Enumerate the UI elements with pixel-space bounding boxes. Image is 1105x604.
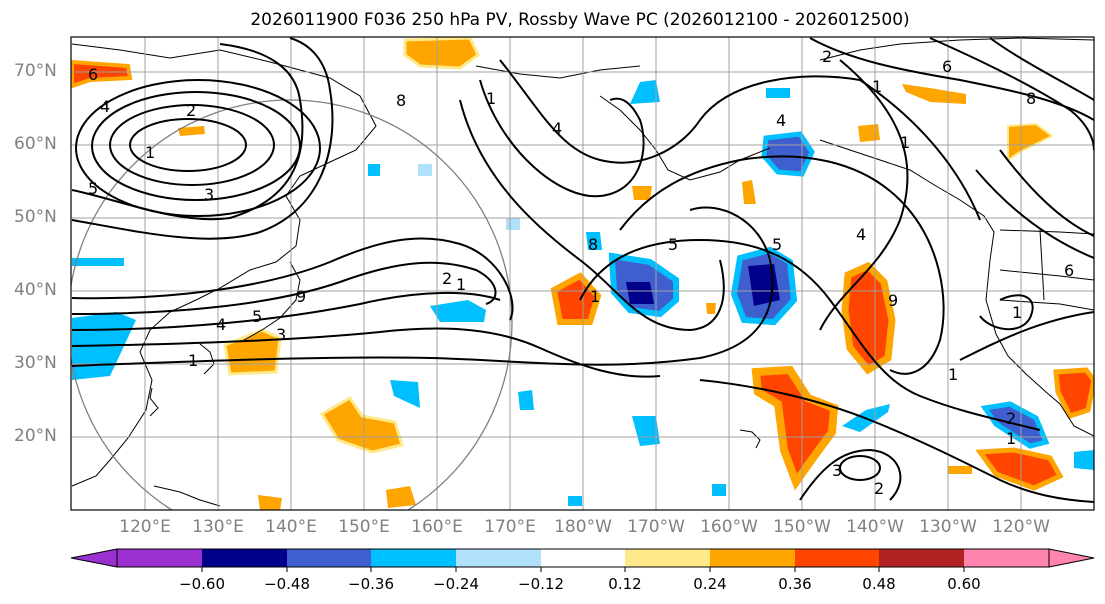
lon-label: 180°W <box>554 517 612 537</box>
contour-label: 2 <box>874 479 884 498</box>
contour-label: 1 <box>900 133 910 152</box>
contour-label: 1 <box>590 287 600 306</box>
colorbar-segment <box>879 549 964 567</box>
lon-label: 120°W <box>992 517 1050 537</box>
contour-label: 1 <box>872 77 882 96</box>
colorbar-outline <box>116 548 1050 568</box>
lon-label: 170°W <box>627 517 685 537</box>
lon-label: 130°E <box>192 517 244 537</box>
lat-label-30n: 30°N <box>14 353 57 373</box>
contour-label: 3 <box>832 461 842 480</box>
lon-label: 150°E <box>338 517 390 537</box>
positive-anomaly-shading <box>71 37 1094 510</box>
lon-label: 130°W <box>919 517 977 537</box>
lon-label: 170°E <box>484 517 536 537</box>
contour-label: 9 <box>888 291 898 310</box>
coastlines <box>71 37 1094 507</box>
colorbar-segment <box>541 549 625 567</box>
colorbar-segment <box>117 549 202 567</box>
contour-label: 5 <box>88 179 98 198</box>
colorbar-tick-label: 0.48 <box>862 575 896 593</box>
colorbar-tick-label: −0.12 <box>518 575 564 593</box>
contour-label: 4 <box>776 111 786 130</box>
contour-label: 8 <box>1026 89 1036 108</box>
contour-label: 3 <box>204 185 214 204</box>
colorbar-tick-label: 0.24 <box>693 575 727 593</box>
colorbar-extend-min <box>70 548 118 568</box>
contour-label: 1 <box>1006 429 1016 448</box>
lon-label: 140°E <box>265 517 317 537</box>
colorbar-segment <box>710 549 795 567</box>
lat-label-70n: 70°N <box>14 61 57 81</box>
contour-label: 5 <box>772 235 782 254</box>
colorbar-extend-max <box>1048 548 1095 568</box>
contour-label: 5 <box>252 307 262 326</box>
contour-label: 6 <box>942 57 952 76</box>
contour-label: 1 <box>486 89 496 108</box>
contour-label: 2 <box>186 101 196 120</box>
lat-label-20n: 20°N <box>14 426 57 446</box>
pv-contours <box>71 37 1094 503</box>
contour-label: 4 <box>856 225 866 244</box>
lon-label: 160°W <box>700 517 758 537</box>
contour-label: 1 <box>1012 303 1022 322</box>
colorbar-tick-label: −0.60 <box>179 575 225 593</box>
map-title: 2026011900 F036 250 hPa PV, Rossby Wave … <box>250 10 910 30</box>
colorbar-tick-label: 0.12 <box>608 575 642 593</box>
colorbar-segment <box>371 549 456 567</box>
contour-label: 1 <box>145 143 155 162</box>
contour-label: 6 <box>88 65 98 84</box>
contour-labels: 6 4 2 1 5 3 8 1 4 2 1 6 8 1 2 5 3 1 4 9 … <box>88 47 1074 498</box>
contour-label: 2 <box>442 269 452 288</box>
contour-label: 6 <box>1064 261 1074 280</box>
contour-label: 2 <box>822 47 832 66</box>
map-frame <box>70 36 1095 511</box>
map-plot-area: 6 4 2 1 5 3 8 1 4 2 1 6 8 1 2 5 3 1 4 9 … <box>71 37 1094 510</box>
colorbar-segment <box>287 549 371 567</box>
contour-label: 5 <box>668 235 678 254</box>
lat-label-50n: 50°N <box>14 207 57 227</box>
colorbar-segment <box>964 549 1049 567</box>
colorbar-segment <box>625 549 710 567</box>
lat-label-40n: 40°N <box>14 280 57 300</box>
region-circle <box>71 99 513 510</box>
contour-label: 4 <box>216 315 226 334</box>
lat-label-60n: 60°N <box>14 134 57 154</box>
contour-label: 2 <box>1006 409 1016 428</box>
contour-label: 4 <box>552 119 562 138</box>
colorbar-tick-label: 0.36 <box>778 575 812 593</box>
lon-label: 160°E <box>411 517 463 537</box>
colorbar-tick-label: −0.36 <box>348 575 394 593</box>
contour-label: 1 <box>948 365 958 384</box>
contour-label: 4 <box>100 97 110 116</box>
lon-label: 150°W <box>773 517 831 537</box>
colorbar-segment <box>456 549 541 567</box>
lon-label: 120°E <box>119 517 171 537</box>
colorbar <box>70 548 1095 572</box>
colorbar-segment <box>202 549 287 567</box>
lon-label: 140°W <box>846 517 904 537</box>
contour-label: 3 <box>276 325 286 344</box>
contour-label: 8 <box>588 235 598 254</box>
colorbar-tick-label: −0.48 <box>264 575 310 593</box>
contour-label: 1 <box>188 351 198 370</box>
colorbar-tick-label: 0.60 <box>947 575 981 593</box>
colorbar-tick-label: −0.24 <box>433 575 479 593</box>
contour-label: 1 <box>456 275 466 294</box>
contour-label: 8 <box>396 91 406 110</box>
colorbar-segment <box>795 549 879 567</box>
contour-label: 9 <box>296 287 306 306</box>
